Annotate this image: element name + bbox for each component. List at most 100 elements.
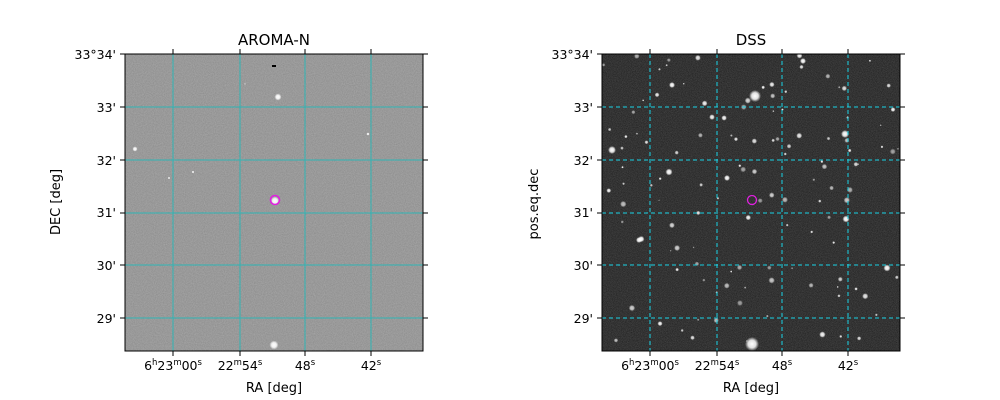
star <box>785 223 789 227</box>
star <box>709 114 715 120</box>
star <box>880 145 884 149</box>
star <box>841 130 849 138</box>
aroma-dec-tick-labels: 33°34' 33' 32' 31' 30' 29' <box>75 47 117 326</box>
star <box>724 175 730 181</box>
star <box>775 136 780 142</box>
star <box>713 317 719 324</box>
star <box>634 54 640 59</box>
star <box>783 152 787 156</box>
star <box>658 177 662 181</box>
aroma-grid <box>125 54 423 351</box>
star <box>733 137 739 142</box>
star <box>658 199 660 202</box>
star <box>894 275 899 280</box>
star <box>836 286 839 288</box>
dec-tick-label: 33' <box>574 100 593 115</box>
star <box>766 314 769 318</box>
dss-title: DSS <box>736 31 767 49</box>
star <box>832 241 836 244</box>
star <box>781 196 788 203</box>
star <box>896 147 899 150</box>
dss-target-marker <box>746 194 758 206</box>
star <box>825 73 831 79</box>
star <box>649 183 653 187</box>
star <box>810 230 814 234</box>
panel-aroma: AROMA-N RA [deg] DEC [deg] 33°34' 33' 32… <box>49 31 428 396</box>
star <box>657 321 663 327</box>
star <box>856 336 862 341</box>
dec-tick-label: 29' <box>97 311 116 326</box>
star <box>244 83 246 85</box>
star <box>843 197 851 204</box>
star <box>827 215 831 220</box>
dss-frame <box>601 53 901 352</box>
star <box>723 282 730 289</box>
star <box>812 178 816 182</box>
ra-tick-label: 22m54s <box>218 358 263 373</box>
ra-tick-label: 48s <box>295 358 316 373</box>
star <box>761 85 765 90</box>
star <box>624 134 628 139</box>
aroma-title: AROMA-N <box>238 31 310 49</box>
hot-pixel <box>272 65 276 67</box>
star <box>665 64 668 67</box>
star <box>736 264 743 271</box>
star <box>644 140 649 145</box>
star <box>744 97 751 104</box>
dec-tick-label: 30' <box>574 258 593 273</box>
star <box>751 168 758 175</box>
star <box>796 54 803 59</box>
ra-tick-label: 42s <box>361 358 382 373</box>
star <box>665 168 673 176</box>
dss-dec-tick-labels: 33°34' 33' 32' 31' 30' 29' <box>552 47 594 326</box>
aroma-frame <box>124 53 424 352</box>
dec-tick-label: 29' <box>574 311 593 326</box>
star <box>820 160 824 164</box>
star <box>669 82 675 88</box>
dss-y-axis-label: pos.eq.dec <box>527 169 542 240</box>
dss-x-axis-label: RA [deg] <box>723 381 779 396</box>
star <box>730 134 733 137</box>
dec-tick-label: 33' <box>97 100 116 115</box>
star <box>635 132 639 135</box>
star <box>767 265 772 270</box>
star <box>751 138 758 144</box>
star <box>800 58 806 64</box>
star <box>638 235 645 243</box>
dec-tick-label: 31' <box>574 205 593 220</box>
star <box>886 83 891 88</box>
star <box>819 331 826 338</box>
star <box>621 166 624 169</box>
star <box>841 85 847 92</box>
star <box>628 304 636 312</box>
star <box>837 294 841 298</box>
star <box>829 185 834 191</box>
star <box>889 148 896 155</box>
dss-ra-tick-labels: 6h23m00s 22m54s 48s 42s <box>621 358 859 373</box>
star <box>740 166 747 173</box>
star <box>770 93 776 99</box>
star <box>269 340 279 350</box>
star <box>675 267 679 272</box>
star <box>682 82 685 85</box>
star <box>799 64 804 70</box>
aroma-x-axis-label: RA [deg] <box>246 381 302 396</box>
star <box>692 246 695 249</box>
star <box>853 161 859 167</box>
star <box>674 244 681 252</box>
star <box>613 338 619 343</box>
star <box>837 276 843 282</box>
aroma-ticks <box>120 49 428 356</box>
star <box>669 249 672 252</box>
star <box>839 334 843 338</box>
star <box>771 138 775 143</box>
star <box>666 58 671 63</box>
star <box>642 99 645 102</box>
star <box>743 286 747 289</box>
star <box>669 222 675 229</box>
star <box>786 143 792 149</box>
star <box>622 182 625 186</box>
star <box>167 176 171 180</box>
star <box>274 93 282 101</box>
ra-tick-label: 6h23m00s <box>144 358 202 373</box>
